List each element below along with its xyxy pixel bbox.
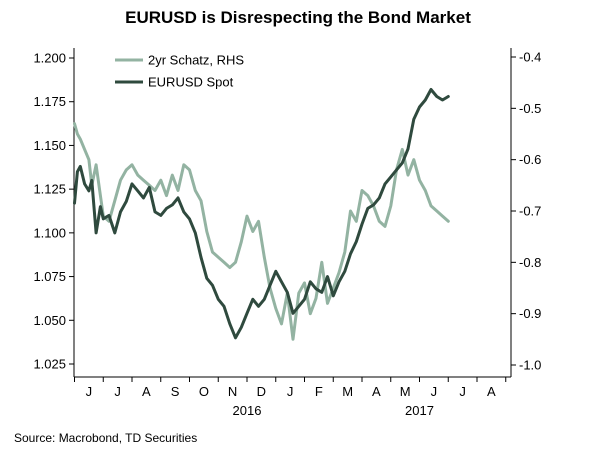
x-tick-label: A [142, 384, 151, 399]
right-tick-label: -0.6 [519, 152, 541, 167]
legend-label: 2yr Schatz, RHS [148, 53, 244, 68]
x-tick-label: M [342, 384, 353, 399]
x-tick-label: J [431, 384, 438, 399]
year-label: 2017 [405, 403, 434, 418]
x-tick-label: O [199, 384, 209, 399]
right-tick-label: -0.5 [519, 101, 541, 116]
x-tick-label: S [171, 384, 180, 399]
legend-label: EURUSD Spot [148, 75, 234, 90]
x-tick-label: N [228, 384, 237, 399]
left-tick-label: 1.200 [33, 51, 66, 66]
right-tick-label: -0.4 [519, 50, 541, 65]
left-tick-label: 1.150 [33, 138, 66, 153]
right-tick-label: -0.9 [519, 306, 541, 321]
x-tick-label: D [257, 384, 266, 399]
legend: 2yr Schatz, RHS EURUSD Spot [115, 53, 244, 90]
left-tick-label: 1.125 [33, 182, 66, 197]
right-tick-label: -0.7 [519, 204, 541, 219]
left-tick-label: 1.100 [33, 225, 66, 240]
x-tick-label: J [114, 384, 121, 399]
left-tick-label: 1.025 [33, 357, 66, 372]
eurusd-series-line [73, 88, 450, 340]
x-tick-label: F [315, 384, 323, 399]
schatz-series-line [73, 122, 450, 341]
x-tick-label: M [400, 384, 411, 399]
source-note: Source: Macrobond, TD Securities [14, 431, 198, 445]
left-tick-label: 1.075 [33, 269, 66, 284]
series-layer [73, 88, 450, 341]
x-tick-label: J [86, 384, 93, 399]
year-label: 2016 [233, 403, 262, 418]
axes: 1.025 1.050 1.075 1.100 1.125 1.150 1.175 1.200… [33, 48, 541, 418]
left-tick-label: 1.175 [33, 94, 66, 109]
chart-title: EURUSD is Disrespecting the Bond Market [125, 8, 471, 27]
x-tick-label: A [487, 384, 496, 399]
right-tick-label: -0.8 [519, 255, 541, 270]
right-tick-label: -1.0 [519, 358, 541, 373]
x-tick-label: J [459, 384, 466, 399]
left-tick-label: 1.050 [33, 313, 66, 328]
x-tick-label: A [372, 384, 381, 399]
x-tick-label: J [287, 384, 294, 399]
